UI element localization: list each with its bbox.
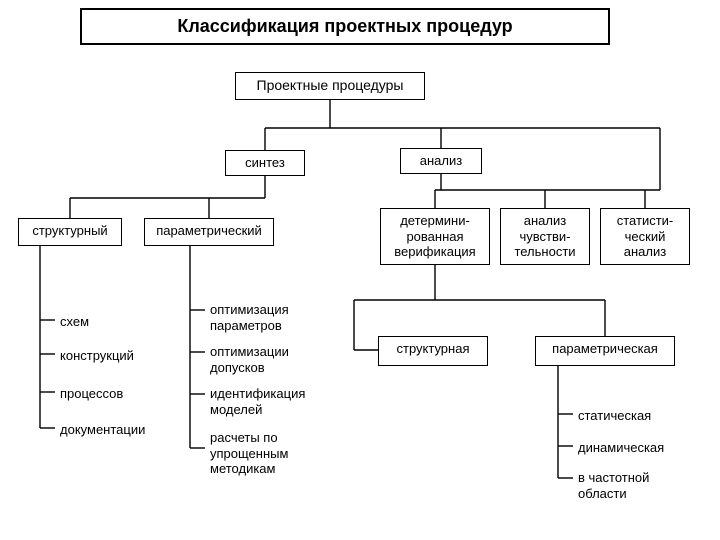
node-sens: анализ чувстви- тельности [500,208,590,265]
node-param: параметрический [144,218,274,246]
param-leaf-1: оптимизации допусков [210,344,289,375]
node-param2: параметрическая [535,336,675,366]
node-stat: статисти- ческий анализ [600,208,690,265]
param-leaf-0: оптимизация параметров [210,302,289,333]
struct-leaf-3: документации [60,422,145,438]
param2-leaf-2: в частотной области [578,470,649,501]
struct-leaf-1: конструкций [60,348,134,364]
node-anal: анализ [400,148,482,174]
param2-leaf-0: статическая [578,408,651,424]
param-leaf-3: расчеты по упрощенным методикам [210,430,288,477]
struct-leaf-0: схем [60,314,89,330]
node-struct: структурный [18,218,122,246]
param-leaf-2: идентификация моделей [210,386,305,417]
node-synth: синтез [225,150,305,176]
param2-leaf-1: динамическая [578,440,664,456]
node-struct2: структурная [378,336,488,366]
struct-leaf-2: процессов [60,386,123,402]
node-determ: детермини- рованная верификация [380,208,490,265]
node-root: Проектные процедуры [235,72,425,100]
diagram-title: Классификация проектных процедур [80,8,610,45]
